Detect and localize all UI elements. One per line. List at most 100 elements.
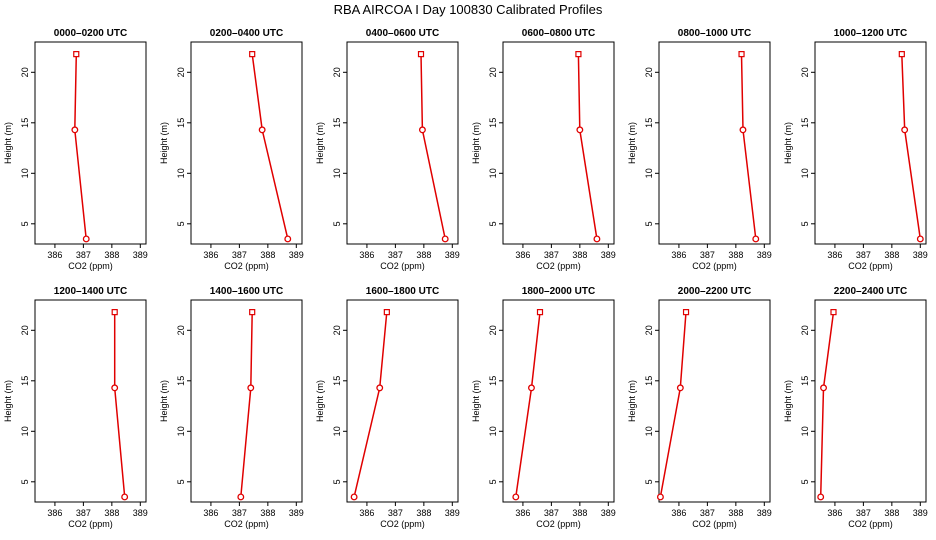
data-point	[817, 493, 825, 501]
data-point	[249, 51, 256, 58]
x-tick-label: 388	[572, 508, 587, 518]
x-tick-label: 389	[601, 250, 616, 260]
y-tick-label: 15	[800, 376, 810, 386]
y-tick-label: 15	[488, 376, 498, 386]
panel-title: 1600–1800 UTC	[366, 286, 439, 297]
panel-title: 1000–1200 UTC	[834, 28, 907, 39]
data-point	[739, 126, 747, 134]
data-point	[916, 235, 924, 243]
y-tick-label: 15	[176, 118, 186, 128]
data-point	[738, 51, 745, 58]
y-tick-label: 5	[488, 479, 498, 484]
x-axis-label: CO2 (ppm)	[224, 519, 269, 529]
y-tick-label: 20	[488, 325, 498, 335]
x-tick-label: 386	[515, 250, 530, 260]
x-axis-label: CO2 (ppm)	[692, 261, 737, 271]
data-point	[676, 384, 684, 392]
y-axis-label: Height (m)	[3, 380, 13, 422]
profile-line	[901, 54, 922, 240]
data-point	[898, 51, 905, 58]
x-tick-label: 388	[728, 250, 743, 260]
panel-title: 0600–0800 UTC	[522, 28, 595, 39]
x-tick-label: 389	[133, 508, 148, 518]
panel-title: 0000–0200 UTC	[54, 28, 127, 39]
plot-frame	[346, 299, 459, 503]
x-tick-label: 387	[544, 508, 559, 518]
y-tick-label: 15	[20, 376, 30, 386]
panel-title: 1800–2000 UTC	[522, 286, 595, 297]
panel-title: 1200–1400 UTC	[54, 286, 127, 297]
y-tick-label: 10	[20, 426, 30, 436]
x-tick-label: 387	[232, 250, 247, 260]
y-tick-label: 10	[176, 426, 186, 436]
data-point	[576, 126, 584, 134]
data-point	[73, 51, 80, 58]
data-point	[111, 384, 119, 392]
data-point	[441, 235, 449, 243]
panel-7: 1200–1400 UTC 386 387 388 389 5 10 15 20 CO2 (ppm…	[3, 286, 148, 529]
x-axis-label: CO2 (ppm)	[224, 261, 269, 271]
data-point	[528, 384, 535, 392]
panel-1: 0000–0200 UTC 386 387 388 389 5 10 15 20 CO2 (ppm…	[3, 28, 148, 271]
panel-8: 1400–1600 UTC 386 387 388 389 5 10 15 20 CO2 (ppm…	[159, 286, 304, 529]
data-point	[820, 384, 827, 392]
panel-title: 2000–2200 UTC	[678, 286, 751, 297]
panel-title: 2200–2400 UTC	[834, 286, 907, 297]
x-tick-label: 386	[671, 508, 686, 518]
x-axis-label: CO2 (ppm)	[68, 519, 113, 529]
data-point	[383, 309, 390, 316]
panel-6: 1000–1200 UTC 386 387 388 389 5 10 15 20 CO2 (ppm…	[783, 28, 928, 271]
x-tick-label: 386	[203, 250, 218, 260]
y-axis-label: Height (m)	[159, 380, 169, 422]
x-tick-label: 388	[416, 508, 431, 518]
x-axis-label: CO2 (ppm)	[536, 261, 581, 271]
x-tick-label: 387	[232, 508, 247, 518]
x-tick-label: 386	[47, 508, 62, 518]
data-point	[682, 309, 690, 316]
x-tick-label: 388	[260, 508, 275, 518]
plot-frame	[502, 299, 615, 503]
y-axis-label: Height (m)	[159, 122, 169, 164]
data-point	[536, 309, 544, 316]
plot-frame	[502, 41, 615, 245]
x-tick-label: 387	[856, 508, 871, 518]
y-axis-label: Height (m)	[627, 380, 637, 422]
x-axis-label: CO2 (ppm)	[536, 519, 581, 529]
profile-line	[353, 312, 388, 498]
panel-title: 1400–1600 UTC	[210, 286, 283, 297]
y-tick-label: 20	[332, 67, 342, 77]
data-point	[237, 493, 245, 501]
profile-line	[819, 312, 835, 497]
data-point	[575, 51, 582, 58]
y-axis-label: Height (m)	[315, 380, 325, 422]
y-axis-label: Height (m)	[315, 122, 325, 164]
panel-2: 0200–0400 UTC 386 387 388 389 5 10 15 20 CO2 (ppm…	[159, 28, 304, 271]
profile-line	[113, 312, 126, 497]
x-axis-label: CO2 (ppm)	[380, 261, 425, 271]
data-point	[258, 126, 266, 134]
x-tick-label: 386	[203, 508, 218, 518]
x-tick-label: 387	[388, 508, 403, 518]
panel-title: 0200–0400 UTC	[210, 28, 283, 39]
x-axis-label: CO2 (ppm)	[848, 261, 893, 271]
y-tick-label: 15	[332, 118, 342, 128]
x-tick-label: 389	[757, 508, 772, 518]
y-tick-label: 10	[644, 168, 654, 178]
y-tick-label: 10	[332, 426, 342, 436]
y-tick-label: 5	[20, 479, 30, 484]
y-tick-label: 20	[800, 67, 810, 77]
x-tick-label: 386	[827, 250, 842, 260]
x-axis-label: CO2 (ppm)	[692, 519, 737, 529]
x-tick-label: 389	[913, 250, 928, 260]
y-axis-label: Height (m)	[783, 122, 793, 164]
data-point	[121, 493, 129, 501]
panel-5: 0800–1000 UTC 386 387 388 389 5 10 15 20 CO2 (ppm…	[627, 28, 772, 271]
y-tick-label: 5	[176, 479, 186, 484]
x-tick-label: 387	[856, 250, 871, 260]
panel-title: 0400–0600 UTC	[366, 28, 439, 39]
y-tick-label: 10	[488, 168, 498, 178]
x-tick-label: 386	[359, 508, 374, 518]
y-tick-label: 10	[332, 168, 342, 178]
panel-4: 0600–0800 UTC 386 387 388 389 5 10 15 20 CO2 (ppm…	[471, 28, 616, 271]
y-tick-label: 5	[800, 221, 810, 226]
